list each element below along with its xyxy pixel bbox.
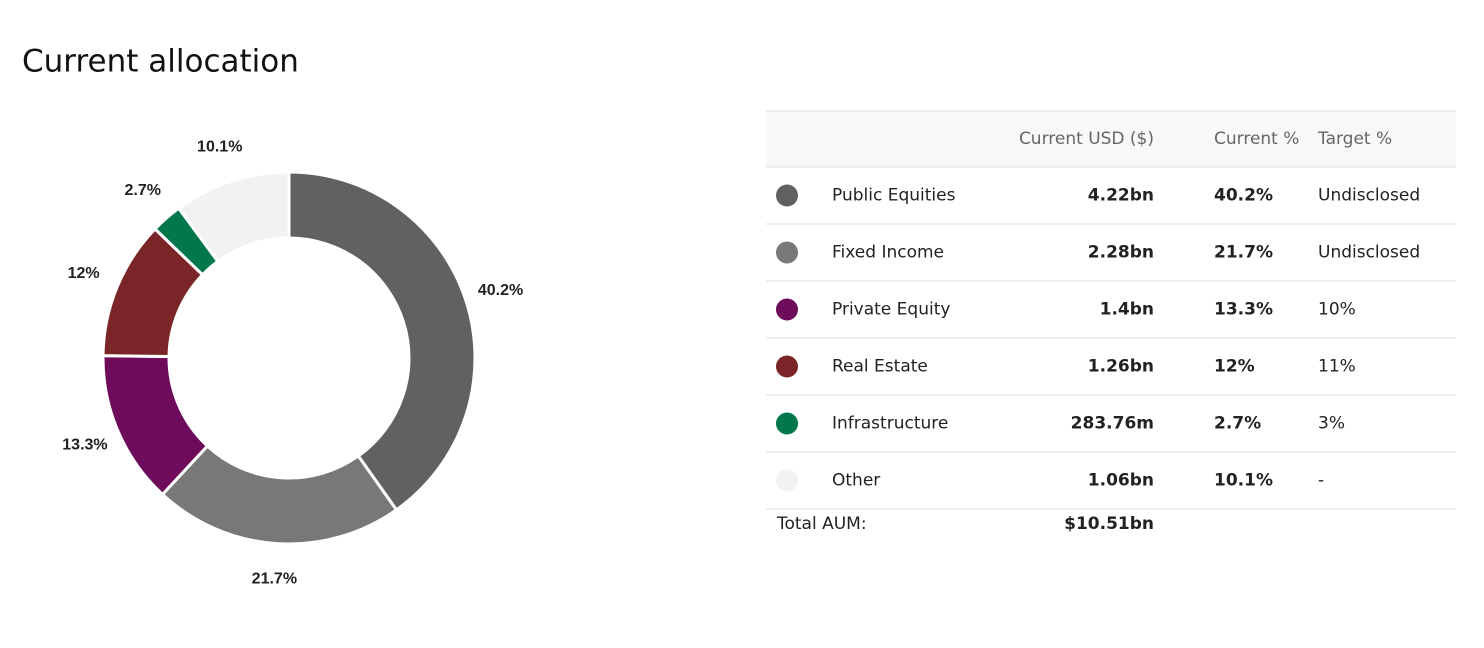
- row-current: 40.2%: [1214, 186, 1273, 206]
- row-target: 11%: [1318, 357, 1356, 377]
- row-current: 12%: [1214, 357, 1255, 377]
- row-usd: 283.76m: [1071, 414, 1154, 434]
- row-usd: 1.06bn: [1088, 471, 1154, 491]
- slice-label: 21.7%: [252, 571, 297, 588]
- pie-slice: [287, 170, 477, 512]
- header-current: Current %: [1214, 129, 1299, 149]
- row-current: 2.7%: [1214, 414, 1261, 434]
- legend-dot: [776, 298, 798, 321]
- slice-label: 40.2%: [478, 282, 523, 299]
- table-header-bg: [766, 111, 1456, 167]
- header-usd: Current USD ($): [1019, 129, 1154, 149]
- header-target: Target %: [1317, 129, 1392, 149]
- row-current: 21.7%: [1214, 243, 1273, 263]
- legend-dot: [776, 355, 798, 378]
- legend-dot: [776, 412, 798, 435]
- pie-slice: [176, 170, 291, 264]
- legend-dot: [776, 184, 798, 207]
- row-name: Real Estate: [832, 357, 928, 377]
- row-target: 3%: [1318, 414, 1345, 434]
- row-usd: 1.26bn: [1088, 357, 1154, 377]
- row-current: 13.3%: [1214, 300, 1273, 320]
- row-target: 10%: [1318, 300, 1356, 320]
- row-current: 10.1%: [1214, 471, 1273, 491]
- legend-dot: [776, 469, 798, 492]
- row-target: -: [1318, 471, 1324, 491]
- row-name: Fixed Income: [832, 243, 944, 263]
- total-value: $10.51bn: [1064, 514, 1154, 534]
- slice-label: 12%: [68, 265, 100, 282]
- page-title: Current allocation: [22, 44, 299, 80]
- row-target: Undisclosed: [1318, 186, 1420, 206]
- total-label: Total AUM:: [776, 514, 867, 534]
- row-name: Public Equities: [832, 186, 956, 206]
- slice-label: 2.7%: [124, 182, 160, 199]
- row-usd: 4.22bn: [1088, 186, 1154, 206]
- row-target: Undisclosed: [1318, 243, 1420, 263]
- legend-dot: [776, 241, 798, 264]
- slice-label: 10.1%: [197, 138, 242, 155]
- row-name: Private Equity: [832, 300, 950, 320]
- row-name: Other: [832, 471, 880, 491]
- slice-label: 13.3%: [62, 437, 107, 454]
- pie-slice: [160, 443, 399, 546]
- row-name: Infrastructure: [832, 414, 948, 434]
- row-usd: 1.4bn: [1100, 300, 1154, 320]
- row-usd: 2.28bn: [1088, 243, 1154, 263]
